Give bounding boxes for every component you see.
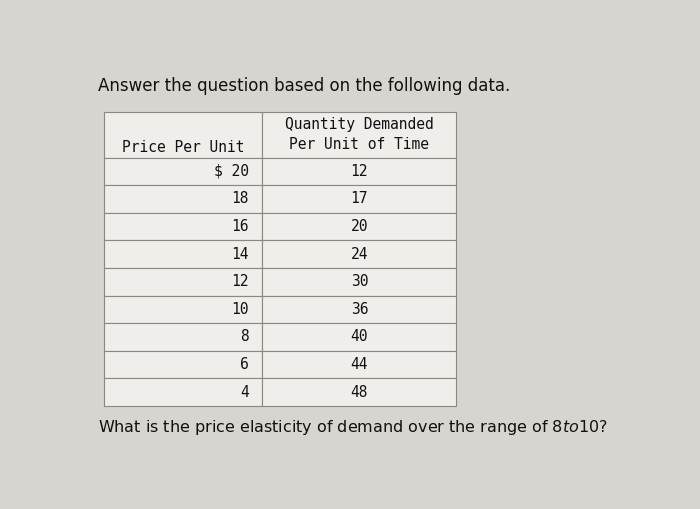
Bar <box>104 158 262 185</box>
Bar <box>104 351 262 378</box>
Text: 30: 30 <box>351 274 368 289</box>
Text: 16: 16 <box>232 219 249 234</box>
Bar <box>104 296 262 323</box>
Text: 20: 20 <box>351 219 368 234</box>
Bar <box>262 268 456 296</box>
Text: 17: 17 <box>351 191 368 207</box>
Bar <box>262 158 456 185</box>
Text: 40: 40 <box>351 329 368 345</box>
Bar <box>262 323 456 351</box>
Bar <box>104 378 262 406</box>
Text: Quantity Demanded: Quantity Demanded <box>285 117 434 132</box>
Bar <box>104 112 262 158</box>
Text: $ 20: $ 20 <box>214 164 249 179</box>
Text: 12: 12 <box>351 164 368 179</box>
Bar <box>262 185 456 213</box>
Text: 48: 48 <box>351 385 368 400</box>
Bar <box>262 351 456 378</box>
Bar <box>104 185 262 213</box>
Bar <box>262 296 456 323</box>
Text: 10: 10 <box>232 302 249 317</box>
Text: Price Per Unit: Price Per Unit <box>122 140 244 155</box>
Text: 24: 24 <box>351 247 368 262</box>
Bar <box>104 213 262 240</box>
Text: 8: 8 <box>240 329 249 345</box>
Text: 4: 4 <box>240 385 249 400</box>
Bar <box>262 378 456 406</box>
Bar <box>104 240 262 268</box>
Text: Answer the question based on the following data.: Answer the question based on the followi… <box>98 77 510 95</box>
Text: 18: 18 <box>232 191 249 207</box>
Text: What is the price elasticity of demand over the range of $8 to $10?: What is the price elasticity of demand o… <box>98 418 608 437</box>
Text: 6: 6 <box>240 357 249 372</box>
Bar <box>104 323 262 351</box>
Text: 36: 36 <box>351 302 368 317</box>
Text: 14: 14 <box>232 247 249 262</box>
Bar <box>104 268 262 296</box>
Bar <box>262 240 456 268</box>
Text: Per Unit of Time: Per Unit of Time <box>289 137 429 152</box>
Bar <box>262 112 456 158</box>
Text: 44: 44 <box>351 357 368 372</box>
Text: 12: 12 <box>232 274 249 289</box>
Bar <box>262 213 456 240</box>
